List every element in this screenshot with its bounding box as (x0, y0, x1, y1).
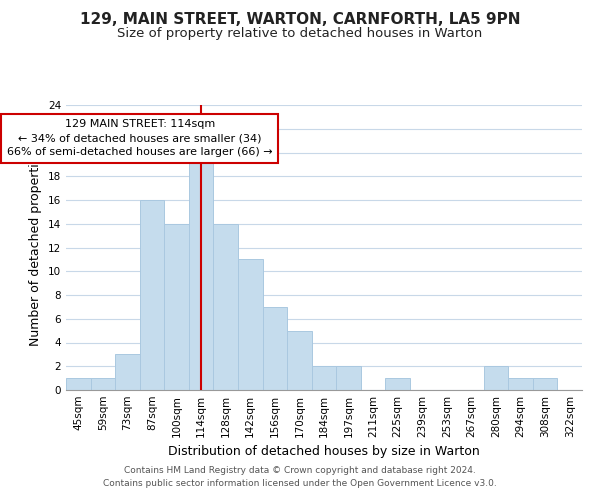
Bar (287, 330, 312, 390)
Bar (484, 366, 508, 390)
Text: 129 MAIN STREET: 114sqm
← 34% of detached houses are smaller (34)
66% of semi-de: 129 MAIN STREET: 114sqm ← 34% of detache… (7, 120, 272, 158)
Bar (533, 378, 557, 390)
Text: Size of property relative to detached houses in Warton: Size of property relative to detached ho… (118, 28, 482, 40)
Bar (312, 366, 336, 390)
Bar (238, 260, 263, 390)
X-axis label: Distribution of detached houses by size in Warton: Distribution of detached houses by size … (168, 446, 480, 458)
Bar (214, 224, 238, 390)
Bar (66, 378, 91, 390)
Bar (164, 224, 189, 390)
Bar (385, 378, 410, 390)
Bar (336, 366, 361, 390)
Bar (189, 152, 214, 390)
Bar (508, 378, 533, 390)
Bar (115, 354, 140, 390)
Bar (140, 200, 164, 390)
Text: Contains HM Land Registry data © Crown copyright and database right 2024.
Contai: Contains HM Land Registry data © Crown c… (103, 466, 497, 487)
Bar (91, 378, 115, 390)
Text: 129, MAIN STREET, WARTON, CARNFORTH, LA5 9PN: 129, MAIN STREET, WARTON, CARNFORTH, LA5… (80, 12, 520, 28)
Y-axis label: Number of detached properties: Number of detached properties (29, 149, 43, 346)
Bar (263, 307, 287, 390)
